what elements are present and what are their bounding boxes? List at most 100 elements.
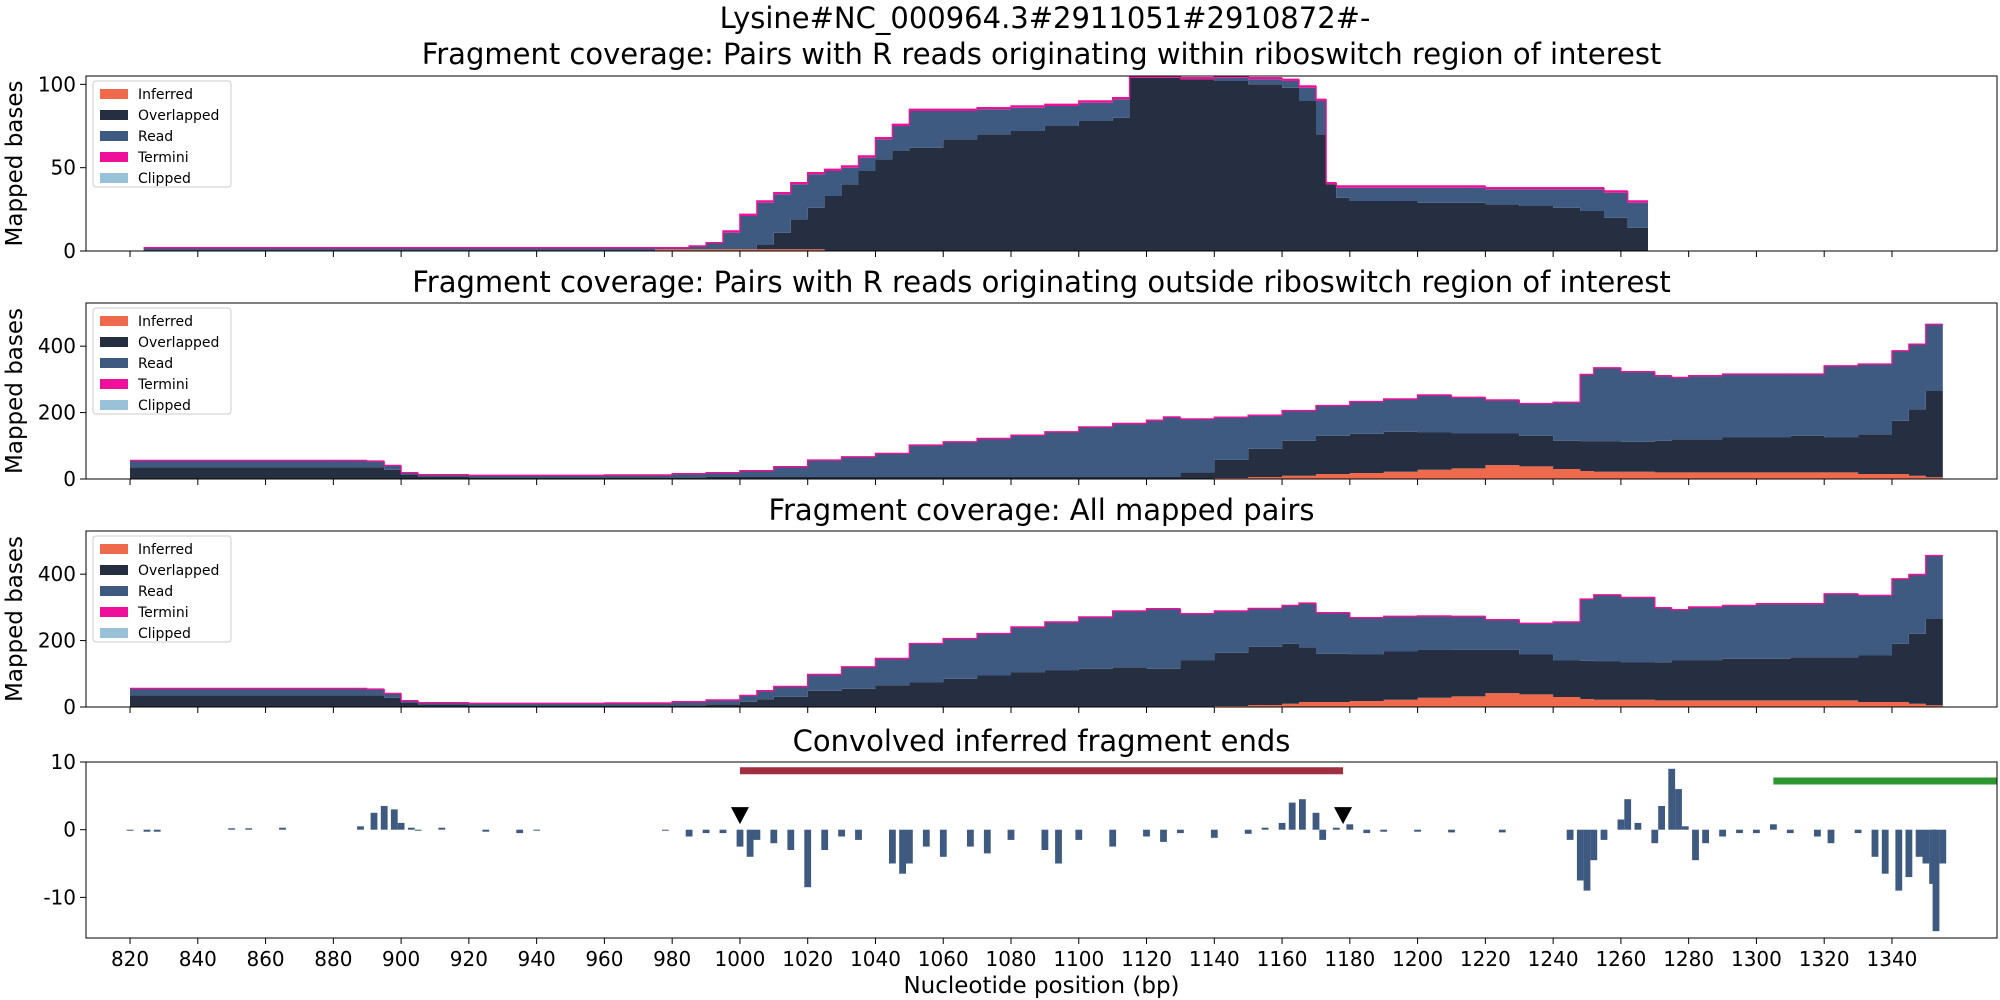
legend: Inferred Overlapped Read Termini Clipped: [92, 535, 232, 643]
bar: [279, 827, 286, 830]
bar: [1617, 819, 1625, 830]
bar: [482, 829, 490, 832]
legend-label: Read: [138, 584, 173, 600]
bar: [1905, 829, 1913, 878]
x-tick-label: 980: [653, 947, 691, 971]
bar: [1854, 829, 1862, 834]
bar: [899, 829, 906, 874]
bar: [939, 829, 947, 857]
bar: [753, 829, 761, 840]
series-overlapped-area: [143, 77, 1649, 251]
legend-swatch-clipped: [100, 400, 128, 410]
bar: [1583, 829, 1591, 891]
panel-title: Fragment coverage: All mapped pairs: [768, 493, 1314, 527]
x-tick-label: 1000: [714, 947, 765, 971]
y-tick-label: 0: [63, 818, 76, 842]
bar: [1363, 829, 1371, 834]
bar: [1827, 829, 1835, 844]
legend-label: Inferred: [138, 542, 193, 558]
panel-title: Fragment coverage: Pairs with R reads or…: [412, 265, 1671, 299]
termini-edge: [143, 76, 1648, 249]
panel-title: Fragment coverage: Pairs with R reads or…: [422, 37, 1662, 71]
x-tick-label: 1020: [782, 947, 833, 971]
axes-frame: [85, 75, 1998, 252]
bar: [1770, 824, 1777, 830]
legend-label: Clipped: [138, 171, 191, 187]
bar: [1160, 829, 1167, 842]
legend-label: Termini: [137, 377, 189, 393]
x-tick-label: 920: [450, 947, 488, 971]
x-tick-label: 1200: [1392, 947, 1443, 971]
bar: [662, 829, 669, 831]
bar: [143, 829, 151, 832]
bar: [1814, 829, 1821, 837]
x-tick-label: 1220: [1460, 947, 1511, 971]
bar: [126, 829, 134, 831]
bar: [1278, 822, 1286, 830]
legend-label: Termini: [137, 150, 189, 166]
x-tick-label: 1100: [1053, 947, 1104, 971]
plot-area: [126, 767, 1997, 932]
figure-suptitle: Lysine#NC_000964.3#2911051#2910872#-: [720, 1, 1371, 35]
x-tick-label: 1140: [1189, 947, 1240, 971]
legend-label: Clipped: [138, 398, 191, 414]
bar: [804, 829, 812, 888]
legend-label: Inferred: [138, 314, 193, 330]
series-inferred-area: [130, 693, 1943, 707]
bar: [1922, 829, 1930, 864]
bar: [838, 829, 845, 837]
bar: [407, 827, 415, 830]
x-tick-label: 1160: [1257, 947, 1308, 971]
legend-label: Overlapped: [138, 335, 219, 351]
bar: [967, 829, 974, 847]
panel-2: Fragment coverage: Pairs with R reads or…: [2, 265, 1998, 491]
x-tick-label: 1260: [1595, 947, 1646, 971]
bar: [1288, 802, 1296, 830]
bar: [1590, 829, 1598, 861]
x-tick-label: 880: [314, 947, 352, 971]
bar: [1600, 829, 1608, 840]
legend-swatch-clipped: [100, 173, 128, 183]
legend-swatch-overlapped: [100, 337, 128, 347]
x-tick-label: 1240: [1528, 947, 1579, 971]
bar: [1753, 829, 1760, 834]
x-tick-label: 1320: [1799, 947, 1850, 971]
bar: [1143, 829, 1150, 837]
y-tick-label: 400: [38, 562, 76, 586]
bar: [889, 829, 896, 864]
axes-frame: [85, 302, 1998, 480]
bar: [1634, 822, 1642, 830]
legend-swatch-clipped: [100, 628, 128, 638]
bar: [1177, 829, 1184, 834]
bar: [1895, 829, 1903, 891]
termini-edge: [130, 554, 1943, 704]
bar: [702, 829, 710, 834]
y-tick-label: 400: [38, 334, 76, 358]
panel-4: Convolved inferred fragment ends -10 0 10 82…: [43, 724, 1998, 999]
bar: [1651, 829, 1659, 844]
bar: [380, 806, 388, 830]
bar: [1244, 829, 1252, 834]
marker-triangle: [1334, 807, 1353, 825]
bar: [153, 829, 161, 832]
x-tick-label: 1280: [1663, 947, 1714, 971]
legend-swatch-read: [100, 586, 128, 596]
bar: [685, 829, 693, 837]
panel-3: Fragment coverage: All mapped pairs 0 200 4…: [2, 493, 1998, 719]
bar: [1007, 829, 1015, 840]
bar: [516, 829, 524, 834]
bar: [1675, 789, 1682, 830]
y-tick-label: 0: [63, 467, 76, 491]
x-tick-label: 1340: [1867, 947, 1918, 971]
bar: [906, 829, 913, 864]
x-tick-label: 840: [179, 947, 217, 971]
series-read-area: [130, 555, 1943, 706]
bar: [1498, 829, 1506, 833]
bar: [1871, 829, 1879, 857]
x-tick-label: 940: [518, 947, 556, 971]
bar: [1109, 829, 1117, 847]
bar: [770, 829, 778, 844]
bar: [390, 809, 398, 830]
bar: [1261, 827, 1269, 830]
